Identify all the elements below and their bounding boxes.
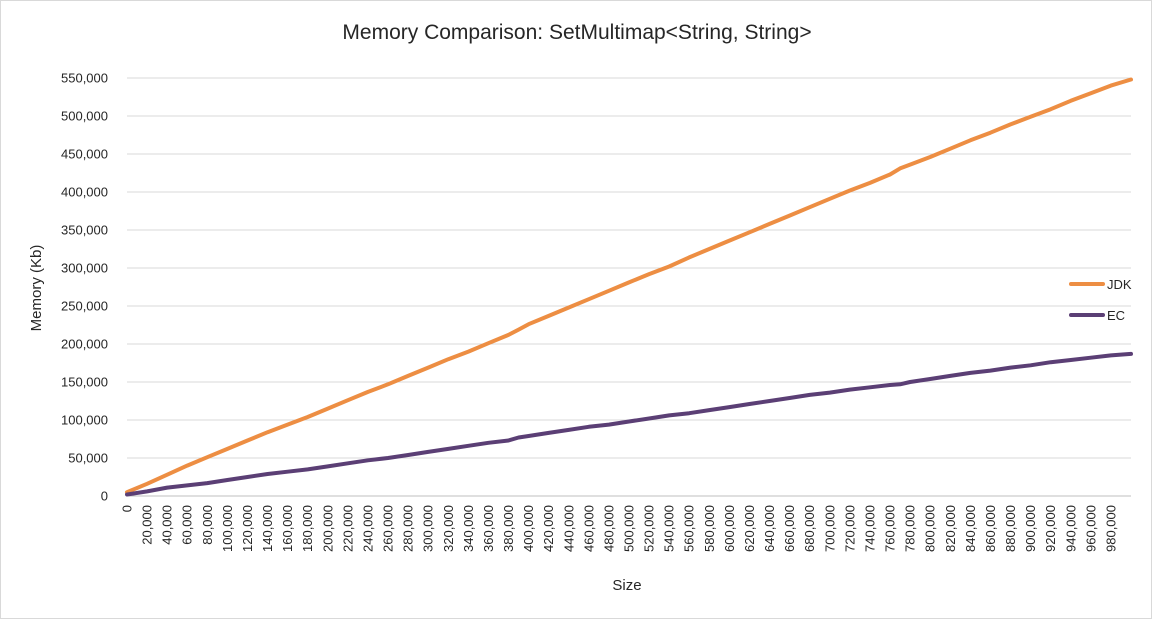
x-tick-label: 260,000 (381, 505, 396, 552)
x-tick-label: 660,000 (782, 505, 797, 552)
x-tick-label: 640,000 (762, 505, 777, 552)
legend-label-jdk: JDK (1107, 277, 1132, 292)
y-axis-title: Memory (Kb) (28, 245, 45, 332)
x-tick-label: 800,000 (923, 505, 938, 552)
x-tick-label: 120,000 (240, 505, 255, 552)
y-tick-label: 100,000 (61, 413, 108, 428)
x-axis-tick-labels: 0 20,000 40,000 60,000 80,000 100,000 120,000 1… (120, 505, 1119, 552)
x-tick-label: 420,000 (541, 505, 556, 552)
x-tick-label: 240,000 (360, 505, 375, 552)
y-tick-label: 300,000 (61, 261, 108, 276)
series-line-ec (125, 351, 1133, 497)
y-tick-label: 500,000 (61, 109, 108, 124)
x-tick-label: 520,000 (642, 505, 657, 552)
series-lines (125, 77, 1133, 497)
x-tick-label: 360,000 (481, 505, 496, 552)
y-axis-tick-labels: 0 50,000 100,000 150,000 200,000 250,000 300,0… (61, 71, 108, 504)
x-tick-label: 780,000 (903, 505, 918, 552)
x-tick-label: 560,000 (682, 505, 697, 552)
y-tick-label: 400,000 (61, 185, 108, 200)
x-tick-label: 300,000 (421, 505, 436, 552)
x-tick-label: 40,000 (160, 505, 175, 545)
x-tick-label: 920,000 (1043, 505, 1058, 552)
x-tick-label: 20,000 (140, 505, 155, 545)
x-tick-label: 380,000 (501, 505, 516, 552)
x-axis-title: Size (612, 577, 641, 594)
x-tick-label: 540,000 (662, 505, 677, 552)
x-tick-label: 280,000 (401, 505, 416, 552)
series-line-jdk (125, 77, 1133, 495)
x-tick-label: 0 (120, 505, 135, 512)
x-tick-label: 740,000 (862, 505, 877, 552)
x-tick-label: 720,000 (842, 505, 857, 552)
x-tick-label: 840,000 (963, 505, 978, 552)
x-tick-label: 940,000 (1063, 505, 1078, 552)
x-tick-label: 600,000 (722, 505, 737, 552)
y-tick-label: 450,000 (61, 147, 108, 162)
x-tick-label: 400,000 (521, 505, 536, 552)
x-tick-label: 620,000 (742, 505, 757, 552)
x-tick-label: 200,000 (320, 505, 335, 552)
x-tick-label: 340,000 (461, 505, 476, 552)
legend: JDK EC (1069, 277, 1132, 323)
x-tick-label: 860,000 (983, 505, 998, 552)
x-tick-label: 180,000 (300, 505, 315, 552)
x-tick-label: 900,000 (1023, 505, 1038, 552)
x-tick-label: 460,000 (581, 505, 596, 552)
x-tick-label: 440,000 (561, 505, 576, 552)
y-tick-label: 350,000 (61, 223, 108, 238)
x-tick-label: 100,000 (220, 505, 235, 552)
x-tick-label: 880,000 (1003, 505, 1018, 552)
x-tick-label: 80,000 (200, 505, 215, 545)
x-tick-label: 60,000 (180, 505, 195, 545)
x-tick-label: 760,000 (883, 505, 898, 552)
gridlines (127, 77, 1131, 497)
y-tick-label: 550,000 (61, 71, 108, 86)
x-tick-label: 160,000 (280, 505, 295, 552)
y-tick-label: 200,000 (61, 337, 108, 352)
chart-title: Memory Comparison: SetMultimap<String, S… (342, 21, 811, 44)
x-tick-label: 960,000 (1083, 505, 1098, 552)
x-tick-label: 680,000 (802, 505, 817, 552)
x-tick-label: 140,000 (260, 505, 275, 552)
x-tick-label: 980,000 (1103, 505, 1118, 552)
x-tick-label: 480,000 (601, 505, 616, 552)
y-tick-label: 250,000 (61, 299, 108, 314)
x-tick-label: 820,000 (943, 505, 958, 552)
x-tick-label: 580,000 (702, 505, 717, 552)
y-tick-label: 50,000 (68, 451, 108, 466)
x-tick-label: 320,000 (441, 505, 456, 552)
legend-label-ec: EC (1107, 308, 1125, 323)
y-tick-label: 0 (101, 489, 108, 504)
x-tick-label: 220,000 (340, 505, 355, 552)
x-tick-label: 700,000 (822, 505, 837, 552)
x-tick-label: 500,000 (622, 505, 637, 552)
y-tick-label: 150,000 (61, 375, 108, 390)
